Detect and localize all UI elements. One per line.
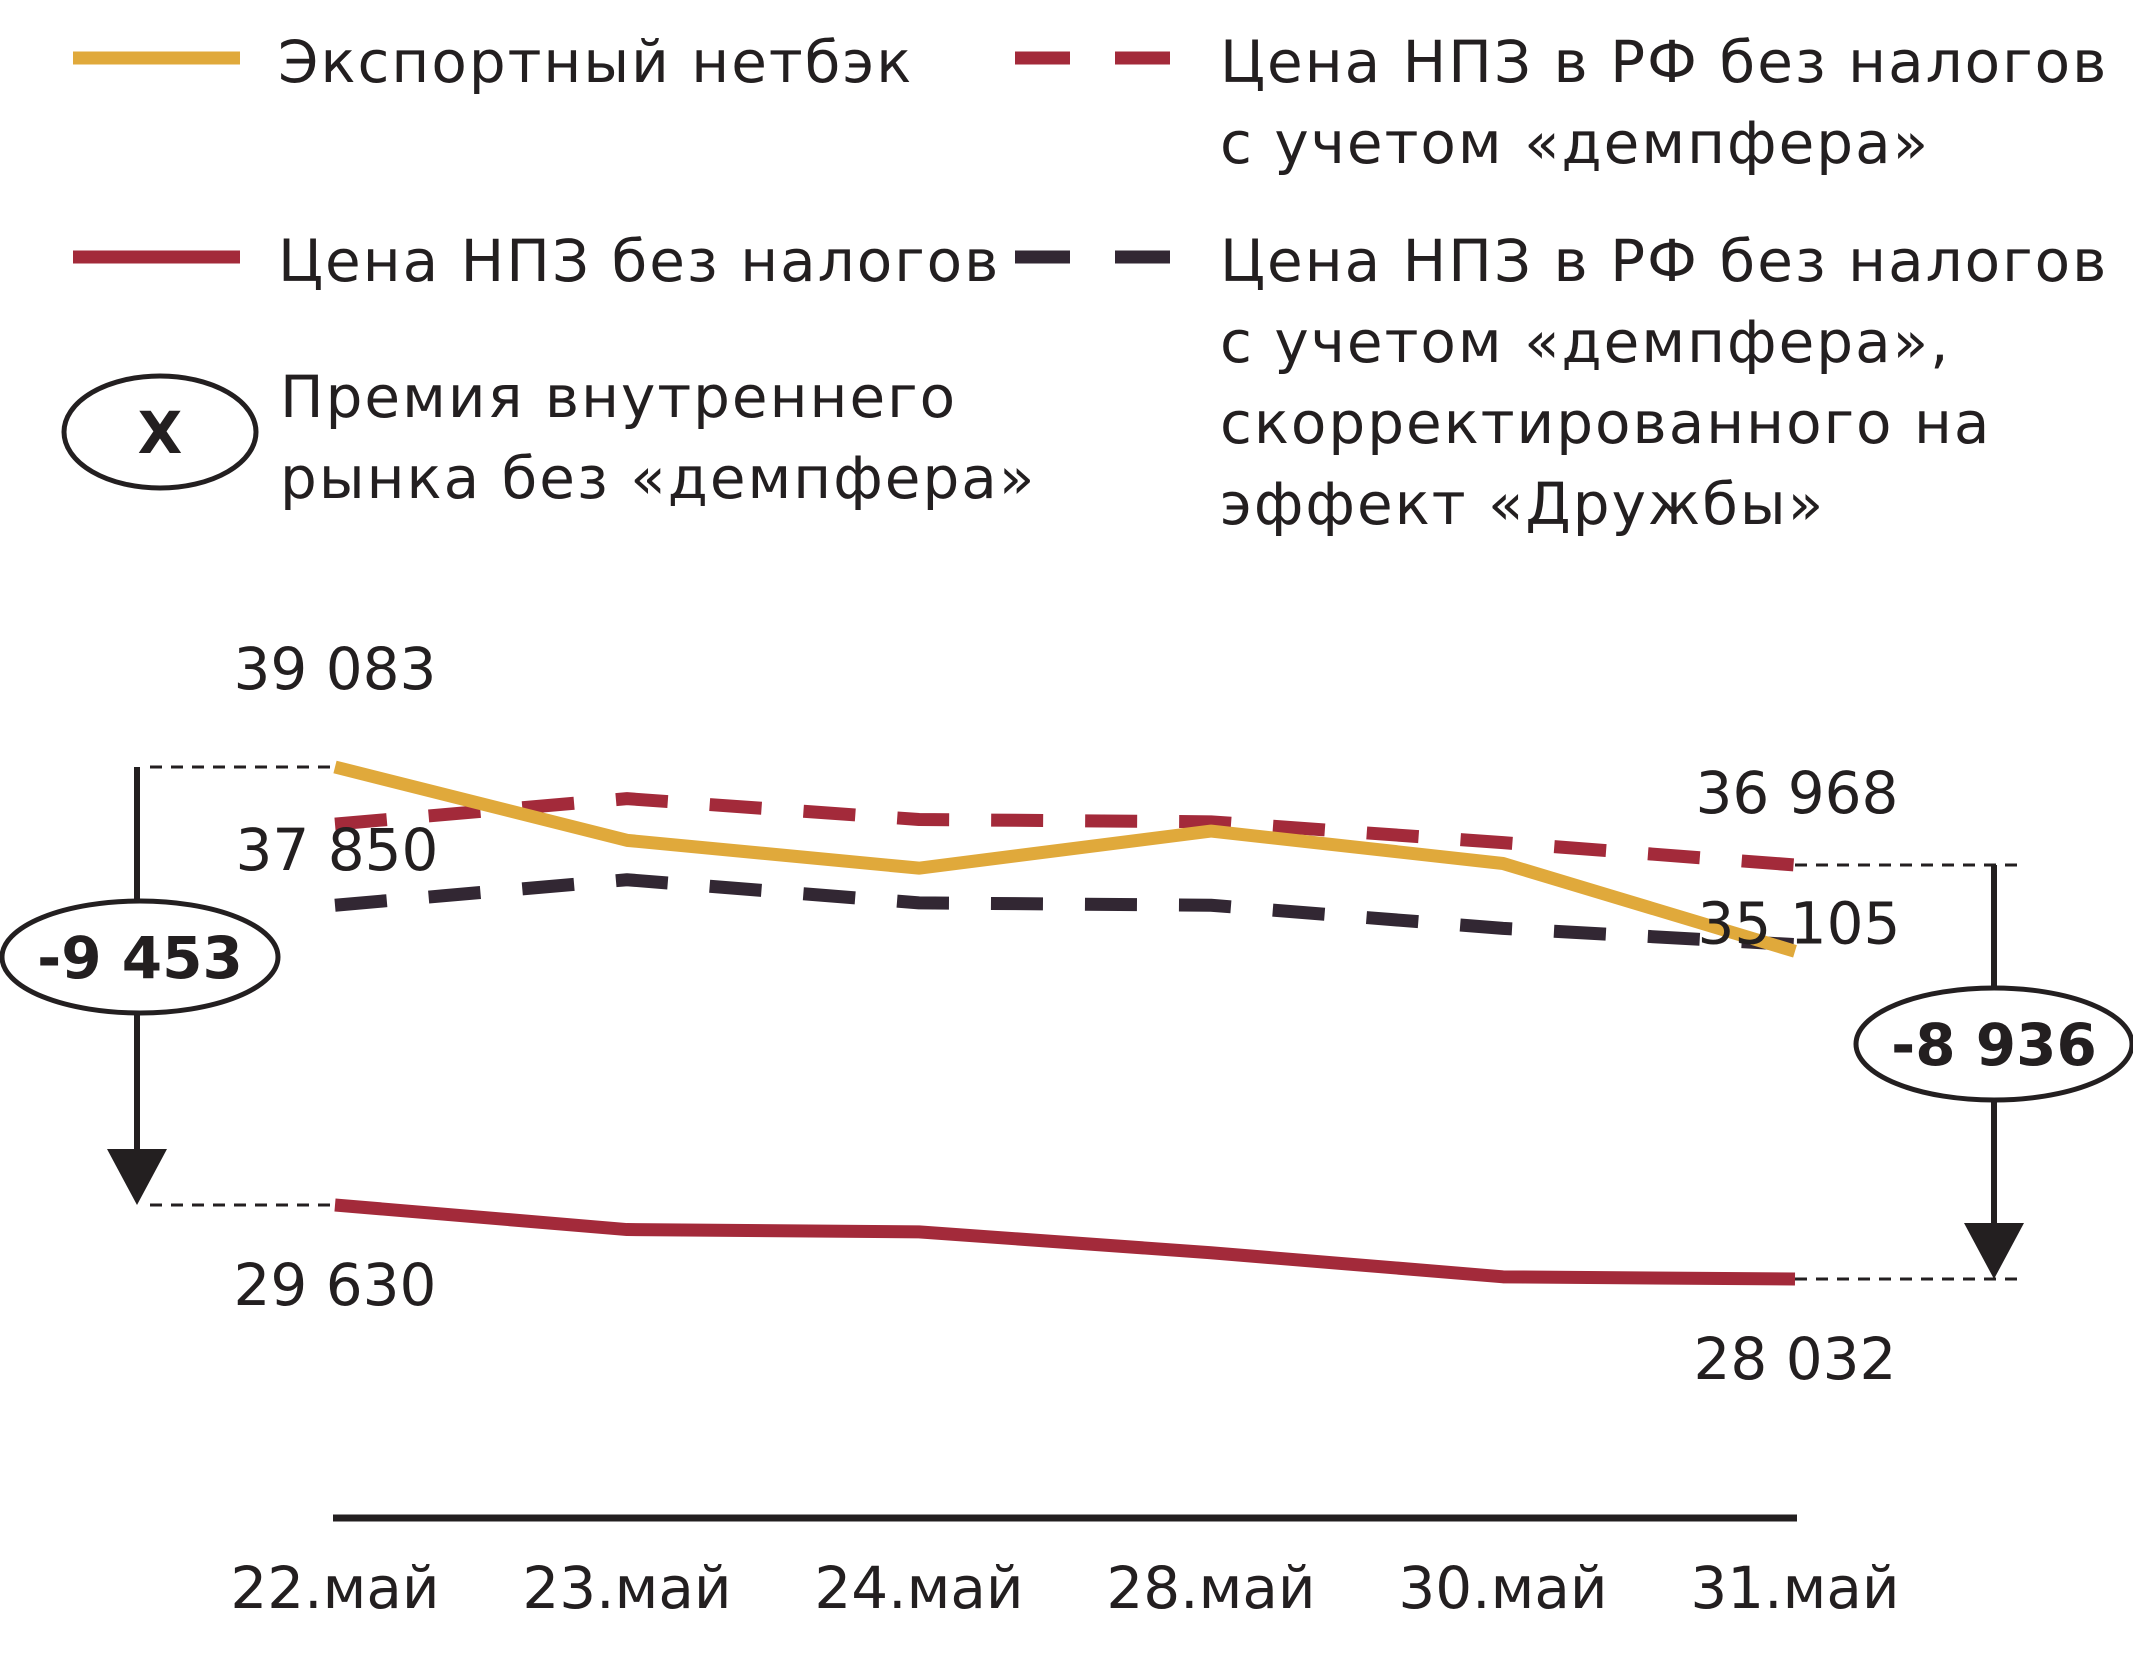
x-tick-label: 31.май bbox=[1690, 1554, 1899, 1622]
legend-label-premium-1: Премия внутреннего bbox=[280, 363, 957, 431]
x-tick-label: 28.май bbox=[1106, 1554, 1315, 1622]
premium-value: -9 453 bbox=[37, 924, 243, 992]
data-label: 29 630 bbox=[234, 1251, 437, 1319]
plot-area: 22.май 23.май 24.май 28.май 30.май 31.май 39 0… bbox=[0, 635, 2133, 1622]
premium-badge bbox=[0, 898, 281, 1016]
data-label: 28 032 bbox=[1694, 1325, 1897, 1393]
legend: Экспортный нетбэк Цена НПЗ без налогов X… bbox=[61, 28, 2108, 538]
data-label: 35 105 bbox=[1698, 889, 1901, 957]
data-label: 37 850 bbox=[236, 816, 439, 884]
x-tick-label: 22.май bbox=[230, 1554, 439, 1622]
data-label: 36 968 bbox=[1696, 759, 1899, 827]
x-tick-label: 23.май bbox=[522, 1554, 731, 1622]
series-line-0 bbox=[333, 760, 1797, 958]
legend-label-druzhba-3: скорректированного на bbox=[1220, 389, 1991, 457]
legend-label-druzhba-1: Цена НПЗ в РФ без налогов bbox=[1220, 227, 2108, 295]
premium-value: -8 936 bbox=[1891, 1011, 2097, 1079]
legend-label-druzhba-4: эффект «Дружбы» bbox=[1220, 470, 1825, 538]
premium-arrow-head bbox=[1964, 1223, 2024, 1280]
legend-label-export-netback: Экспортный нетбэк bbox=[278, 28, 913, 96]
data-label: 39 083 bbox=[234, 635, 437, 703]
premium-badge bbox=[1853, 985, 2133, 1103]
legend-label-refinery-price: Цена НПЗ без налогов bbox=[278, 227, 1000, 295]
legend-premium-symbol: X bbox=[138, 399, 183, 467]
x-tick-label: 24.май bbox=[814, 1554, 1023, 1622]
legend-premium-badge bbox=[61, 373, 259, 491]
premium-arrow-head bbox=[107, 1149, 167, 1205]
legend-label-premium-2: рынка без «демпфера» bbox=[280, 444, 1036, 512]
legend-label-druzhba-2: с учетом «демпфера», bbox=[1220, 308, 1951, 376]
series-line-1 bbox=[334, 1198, 1796, 1286]
legend-label-damper-2: с учетом «демпфера» bbox=[1220, 109, 1930, 177]
legend-label-damper-1: Цена НПЗ в РФ без налогов bbox=[1220, 28, 2108, 96]
x-tick-label: 30.май bbox=[1398, 1554, 1607, 1622]
